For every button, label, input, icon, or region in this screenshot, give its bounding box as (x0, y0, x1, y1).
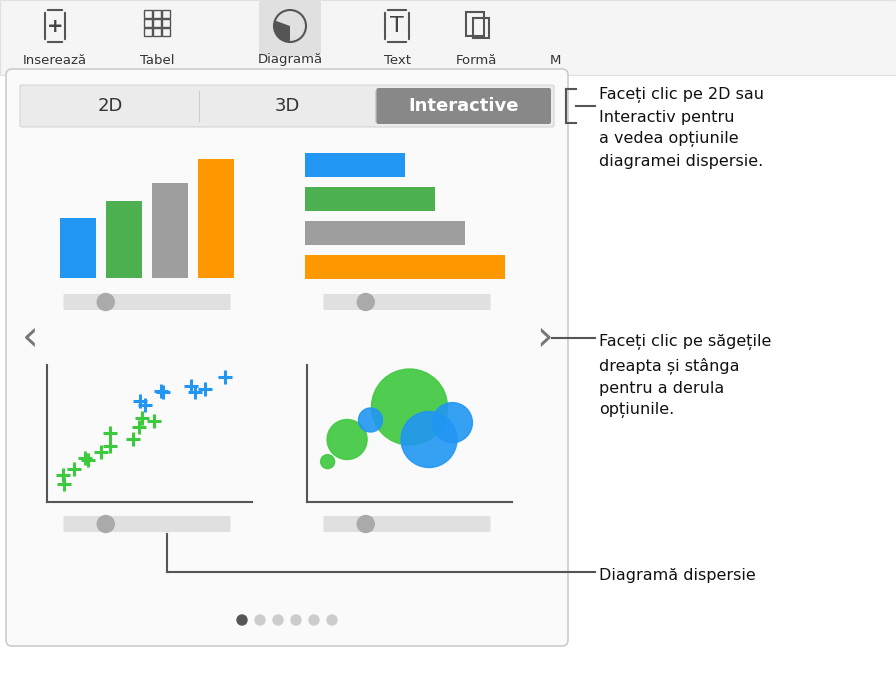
Circle shape (358, 516, 375, 533)
Bar (0, 0, 896, 75)
Text: +: + (47, 17, 64, 35)
Bar (198, 159, 234, 278)
Text: Formă: Formă (455, 53, 496, 66)
Circle shape (433, 403, 472, 443)
Text: 3D: 3D (274, 97, 299, 115)
Text: Text: Text (383, 53, 410, 66)
Circle shape (327, 419, 367, 459)
Text: Inserează: Inserează (23, 53, 87, 66)
Bar (153, 10, 161, 18)
Text: Interactive: Interactive (409, 97, 519, 115)
Bar (305, 221, 465, 244)
Bar (473, 18, 489, 38)
FancyBboxPatch shape (6, 69, 568, 646)
Bar (144, 19, 152, 27)
Circle shape (309, 615, 319, 625)
Text: M: M (549, 53, 561, 66)
Circle shape (401, 412, 457, 468)
Circle shape (321, 455, 334, 468)
Bar (60, 218, 96, 278)
Bar (305, 152, 405, 176)
Text: 2D: 2D (98, 97, 123, 115)
FancyBboxPatch shape (323, 294, 490, 310)
Bar (153, 19, 161, 27)
Bar (144, 10, 152, 18)
Wedge shape (274, 21, 290, 42)
Bar (152, 183, 188, 278)
Text: Tabel: Tabel (140, 53, 174, 66)
Bar (305, 187, 435, 210)
Circle shape (358, 293, 375, 311)
Bar (144, 28, 152, 36)
Text: Diagramă dispersie: Diagramă dispersie (599, 568, 755, 583)
Text: Faceți clic pe săgețile
dreapta și stânga
pentru a derula
opțiunile.: Faceți clic pe săgețile dreapta și stâng… (599, 334, 771, 418)
Circle shape (327, 615, 337, 625)
Bar (466, 12, 484, 36)
Circle shape (358, 408, 383, 432)
Bar (162, 28, 170, 36)
FancyBboxPatch shape (323, 516, 490, 532)
FancyBboxPatch shape (259, 0, 321, 56)
FancyBboxPatch shape (64, 294, 230, 310)
Bar (162, 10, 170, 18)
Circle shape (237, 615, 247, 625)
Bar (305, 255, 505, 278)
Circle shape (291, 615, 301, 625)
FancyBboxPatch shape (64, 516, 230, 532)
Circle shape (273, 615, 283, 625)
Circle shape (372, 369, 447, 445)
Text: ‹: ‹ (22, 317, 39, 359)
Bar (106, 201, 142, 278)
Text: Diagramă: Diagramă (257, 53, 323, 66)
Text: T: T (390, 16, 404, 36)
Circle shape (98, 516, 115, 533)
Bar (153, 28, 161, 36)
Circle shape (255, 615, 265, 625)
Circle shape (98, 293, 115, 311)
Bar (162, 19, 170, 27)
Text: ›: › (536, 317, 552, 359)
FancyBboxPatch shape (376, 88, 551, 124)
Text: Faceți clic pe 2D sau
Interactiv pentru
a vedea opțiunile
diagramei dispersie.: Faceți clic pe 2D sau Interactiv pentru … (599, 87, 764, 169)
FancyBboxPatch shape (20, 85, 554, 127)
